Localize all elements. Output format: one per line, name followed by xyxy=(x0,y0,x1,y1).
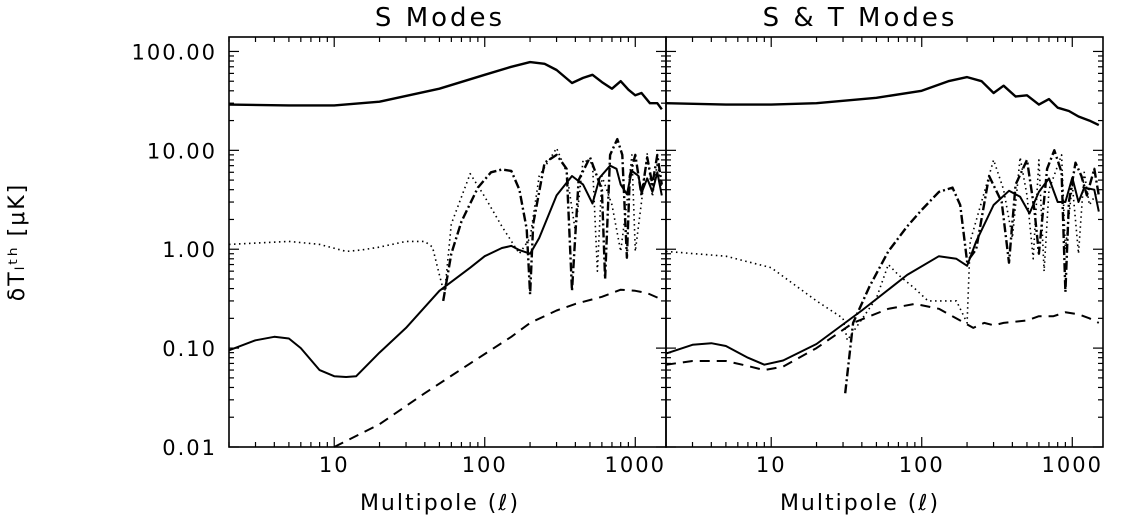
panel-st-modes-curves xyxy=(665,75,1100,394)
panel-s-modes-x-tick-label: 100 xyxy=(462,453,508,477)
panel-st-modes: S & T Modes Multipole (ℓ) 10 100 1000 xyxy=(665,3,1104,516)
panel-s-modes-series-solid xyxy=(228,164,663,378)
panel-s-modes-ticks: 10 100 1000 0.01 0.10 1.00 10.00 100.00 xyxy=(132,37,666,477)
panel-s-modes-title: S Modes xyxy=(375,3,505,33)
y-tick-label: 10.00 xyxy=(147,139,217,163)
panel-s-modes: S Modes Multipole (ℓ) 10 100 10000.010.101… xyxy=(132,3,667,516)
panel-st-modes-frame xyxy=(665,36,1104,448)
panel-st-modes-ticks: 10 100 1000 xyxy=(665,37,1103,477)
panel-st-modes-series-dotted xyxy=(665,154,1100,342)
panel-s-modes-series-dashed xyxy=(333,288,663,448)
panel-s-modes-series-dash-dot xyxy=(442,137,663,302)
panel-s-modes-xlabel: Multipole (ℓ) xyxy=(360,491,520,516)
panel-st-modes-x-tick-label: 1000 xyxy=(1042,453,1103,477)
panel-st-modes-series-dashed xyxy=(665,302,1100,372)
y-tick-label: 0.10 xyxy=(162,337,217,361)
panel-st-modes-title: S & T Modes xyxy=(763,3,958,33)
y-tick-label: 1.00 xyxy=(162,238,217,262)
panel-st-modes-series-dash-dot xyxy=(844,149,1100,394)
panel-s-modes-x-tick-label: 1000 xyxy=(605,453,666,477)
panel-st-modes-series-solid xyxy=(665,176,1100,366)
y-tick-label: 0.01 xyxy=(162,436,217,460)
panel-st-modes-x-tick-label: 10 xyxy=(756,453,787,477)
panel-s-modes-series-dotted xyxy=(228,147,663,296)
panel-s-modes-x-tick-label: 10 xyxy=(319,453,350,477)
panel-st-modes-x-tick-label: 100 xyxy=(899,453,945,477)
panel-s-modes-curves xyxy=(228,60,663,448)
y-tick-label: 100.00 xyxy=(132,40,217,64)
panel-s-modes-series-solid-thick-top xyxy=(228,60,663,111)
panel-st-modes-series-solid-thick-top xyxy=(665,75,1100,127)
y-axis-label: δTₗᵗʰ [μK] xyxy=(5,183,30,302)
panel-st-modes-xlabel: Multipole (ℓ) xyxy=(780,491,940,516)
